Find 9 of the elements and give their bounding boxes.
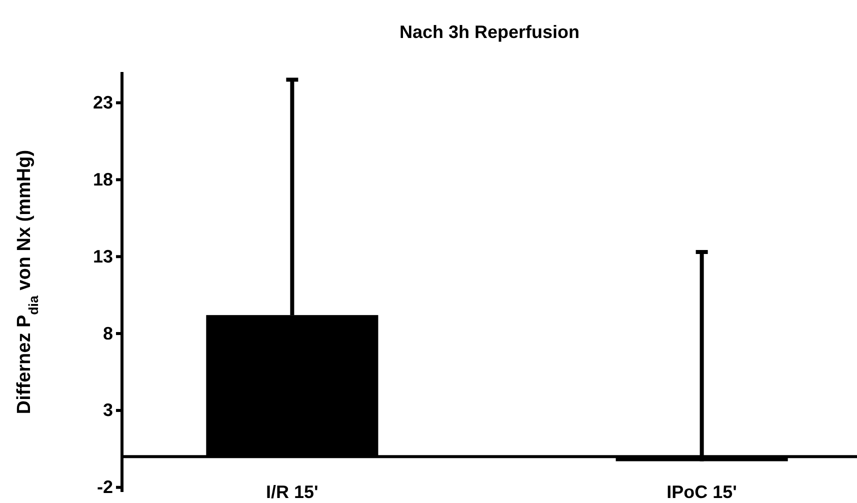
x-tick-label: IPoC 15' — [666, 482, 737, 502]
y-tick-label: -2 — [96, 477, 113, 498]
y-tick-label: 3 — [102, 400, 113, 420]
y-tick-label: 23 — [92, 92, 113, 113]
x-tick-label: I/R 15' — [266, 482, 318, 502]
y-tick-label: 8 — [102, 323, 113, 344]
y-tick-label: 13 — [92, 246, 113, 266]
chart-title: Nach 3h Reperfusion — [399, 22, 580, 42]
y-tick-label: 18 — [92, 169, 113, 190]
